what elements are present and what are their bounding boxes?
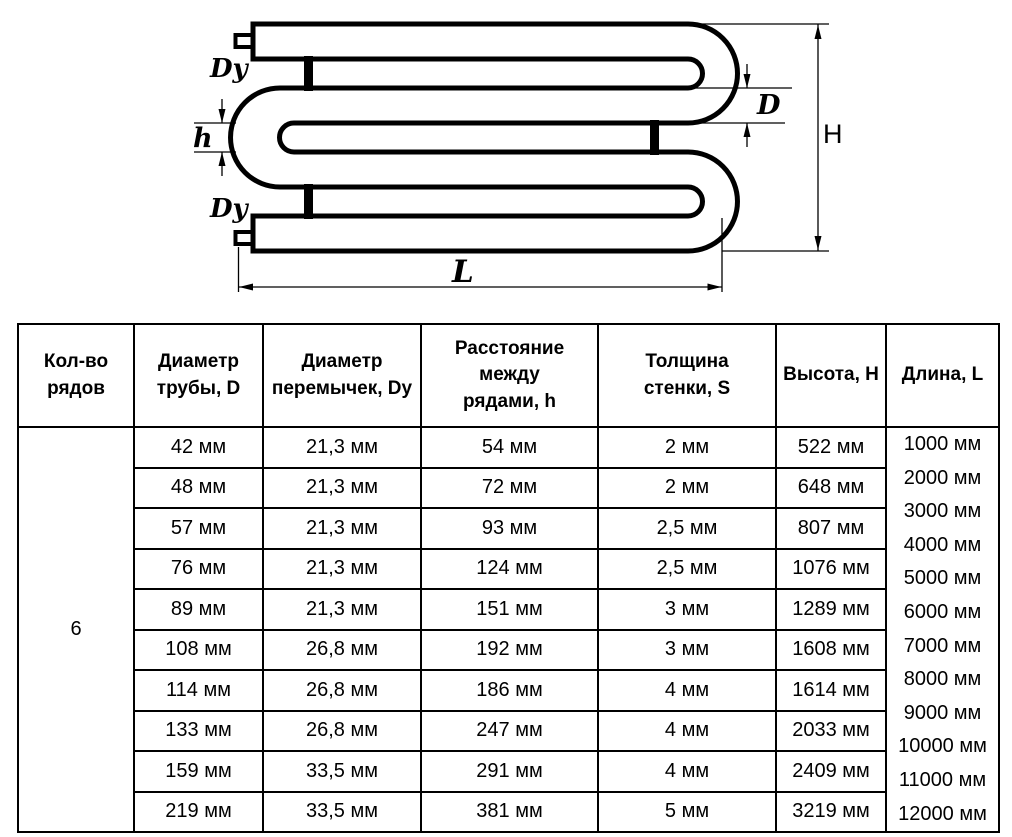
table-cell: 1076 мм — [775, 547, 887, 590]
jumper-bar-top-left — [304, 56, 313, 91]
table-cell: 33,5 мм — [262, 790, 422, 834]
table-row: 133 мм 26,8 мм 247 мм 4 мм 2033 мм — [18, 709, 999, 752]
table-cell: 21,3 мм — [262, 466, 422, 509]
header-wall-thickness: Толщина стенки, S — [597, 323, 777, 428]
table-row: 6 42 мм 21,3 мм 54 мм 2 мм 522 мм 1000 мм 2000… — [17, 425, 1000, 834]
table-cell: 807 мм — [775, 507, 887, 550]
table-cell: 4 мм — [597, 709, 777, 752]
header-jumper-diameter: Диаметр перемычек, Dy — [262, 323, 422, 428]
table-cell: 2,5 мм — [597, 547, 777, 590]
dimension-row-spacing: h — [193, 99, 236, 176]
header-row: Кол-во рядов Диаметр трубы, D Диаметр пе… — [17, 323, 1000, 428]
table-row: 159 мм 33,5 мм 291 мм 4 мм 2409 мм — [18, 750, 999, 793]
table-row: 76 мм 21,3 мм 124 мм 2,5 мм 1076 мм — [18, 547, 999, 590]
table-cell: 4 мм — [597, 750, 777, 793]
table-cell: 21,3 мм — [262, 507, 422, 550]
table-cell: 114 мм — [133, 669, 264, 712]
pipe-diameter-label: D — [756, 90, 781, 121]
table-row: 48 мм 21,3 мм 72 мм 2 мм 648 мм — [18, 466, 999, 509]
dimension-height: H — [700, 23, 843, 252]
table-cell: 26,8 мм — [262, 669, 422, 712]
spec-table-wrap: Кол-во рядов Диаметр трубы, D Диаметр пе… — [17, 323, 1000, 834]
table-cell: 381 мм — [420, 790, 599, 834]
length-label: L — [451, 254, 474, 290]
row-spacing-label: h — [193, 123, 213, 154]
dimension-pipe-diameter: D — [660, 64, 792, 147]
table-cell: 57 мм — [133, 507, 264, 550]
table-cell: 3 мм — [597, 628, 777, 671]
jumper-diameter-label-bottom: Dy — [209, 194, 250, 224]
table-cell: 2 мм — [597, 466, 777, 509]
register-diagram: L H D h Dy Dy — [193, 21, 843, 292]
table-cell: 26,8 мм — [262, 709, 422, 752]
table-cell: 72 мм — [420, 466, 599, 509]
table-cell: 108 мм — [133, 628, 264, 671]
table-cell: 2 мм — [597, 426, 777, 469]
table-cell: 124 мм — [420, 547, 599, 590]
table-cell: 648 мм — [775, 466, 887, 509]
length-values-cell: 1000 мм 2000 мм 3000 мм 4000 мм 5000 мм … — [885, 425, 1000, 834]
table-cell: 1289 мм — [775, 588, 887, 631]
table-row: 114 мм 26,8 мм 186 мм 4 мм 1614 мм — [18, 669, 999, 712]
table-row: 89 мм 21,3 мм 151 мм 3 мм 1289 мм — [18, 588, 999, 631]
table-cell: 33,5 мм — [262, 750, 422, 793]
table-cell: 151 мм — [420, 588, 599, 631]
table-cell: 3219 мм — [775, 790, 887, 834]
spec-table-body: 6 42 мм 21,3 мм 54 мм 2 мм 522 мм 1000 мм 2000… — [17, 425, 1000, 834]
header-row-count: Кол-во рядов — [17, 323, 135, 428]
table-cell: 2033 мм — [775, 709, 887, 752]
header-pipe-diameter: Диаметр трубы, D — [133, 323, 264, 428]
table-cell: 219 мм — [133, 790, 264, 834]
table-cell: 5 мм — [597, 790, 777, 834]
header-length: Длина, L — [885, 323, 1000, 428]
jumper-diameter-label-top: Dy — [209, 54, 250, 84]
table-cell: 247 мм — [420, 709, 599, 752]
table-cell: 192 мм — [420, 628, 599, 671]
table-cell: 48 мм — [133, 466, 264, 509]
table-cell: 159 мм — [133, 750, 264, 793]
table-cell: 93 мм — [420, 507, 599, 550]
header-height: Высота, H — [775, 323, 887, 428]
table-cell: 42 мм — [133, 426, 264, 469]
dimension-length: L — [237, 218, 723, 292]
jumper-bar-bottom-left — [304, 184, 313, 219]
table-row: 219 мм 33,5 мм 381 мм 5 мм 3219 мм — [18, 790, 999, 834]
table-cell: 186 мм — [420, 669, 599, 712]
table-cell: 21,3 мм — [262, 547, 422, 590]
table-cell: 21,3 мм — [262, 588, 422, 631]
outlet-stub — [233, 230, 255, 246]
table-cell: 1614 мм — [775, 669, 887, 712]
table-cell: 21,3 мм — [262, 426, 422, 469]
table-row: 108 мм 26,8 мм 192 мм 3 мм 1608 мм — [18, 628, 999, 671]
table-cell: 54 мм — [420, 426, 599, 469]
header-row-spacing: Расстояние между рядами, h — [420, 323, 599, 428]
table-cell: 2,5 мм — [597, 507, 777, 550]
table-cell: 89 мм — [133, 588, 264, 631]
table-cell: 2409 мм — [775, 750, 887, 793]
table-cell: 522 мм — [775, 426, 887, 469]
table-cell: 76 мм — [133, 547, 264, 590]
pipe-outline — [228, 21, 740, 254]
spec-table: Кол-во рядов Диаметр трубы, D Диаметр пе… — [17, 323, 1000, 834]
row-count-cell: 6 — [17, 425, 135, 834]
table-cell: 26,8 мм — [262, 628, 422, 671]
table-row: 57 мм 21,3 мм 93 мм 2,5 мм 807 мм — [18, 507, 999, 550]
table-cell: 4 мм — [597, 669, 777, 712]
jumper-bar-middle-right — [650, 120, 659, 155]
table-cell: 3 мм — [597, 588, 777, 631]
table-cell: 291 мм — [420, 750, 599, 793]
table-cell: 133 мм — [133, 709, 264, 752]
table-cell: 1608 мм — [775, 628, 887, 671]
inlet-stub — [233, 33, 255, 49]
height-label: H — [823, 119, 843, 149]
